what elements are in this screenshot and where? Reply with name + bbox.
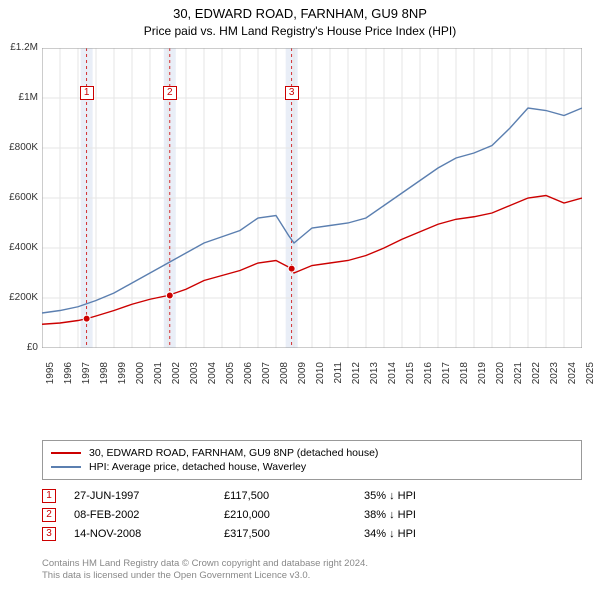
sale-marker-3-icon: 3: [42, 527, 56, 541]
x-tick-label: 2021: [513, 362, 524, 392]
sale-marker-2-icon: 2: [42, 508, 56, 522]
sale-row-3: 3 14-NOV-2008 £317,500 34% ↓ HPI: [42, 527, 582, 541]
sale-row-1: 1 27-JUN-1997 £117,500 35% ↓ HPI: [42, 489, 582, 503]
x-tick-label: 2019: [477, 362, 488, 392]
x-tick-label: 2008: [279, 362, 290, 392]
x-tick-label: 2000: [135, 362, 146, 392]
sale-date-3: 14-NOV-2008: [74, 528, 224, 540]
x-tick-label: 2005: [225, 362, 236, 392]
x-tick-label: 2010: [315, 362, 326, 392]
x-tick-label: 1995: [45, 362, 56, 392]
y-tick-label: £0: [2, 342, 38, 353]
sale-marker-1-icon: 1: [42, 489, 56, 503]
x-tick-label: 2022: [531, 362, 542, 392]
sale-delta-2: 38% ↓ HPI: [364, 509, 464, 521]
x-tick-label: 2007: [261, 362, 272, 392]
legend-swatch-hpi: [51, 466, 81, 468]
legend-swatch-address: [51, 452, 81, 454]
legend-box: 30, EDWARD ROAD, FARNHAM, GU9 8NP (detac…: [42, 440, 582, 480]
x-tick-label: 2018: [459, 362, 470, 392]
x-tick-label: 2024: [567, 362, 578, 392]
attribution-line2: This data is licensed under the Open Gov…: [42, 570, 582, 582]
x-tick-label: 2001: [153, 362, 164, 392]
x-tick-label: 2011: [333, 362, 344, 392]
x-tick-label: 1996: [63, 362, 74, 392]
x-tick-label: 2016: [423, 362, 434, 392]
y-tick-label: £200K: [2, 292, 38, 303]
legend-row-address: 30, EDWARD ROAD, FARNHAM, GU9 8NP (detac…: [51, 446, 573, 460]
sale-delta-3: 34% ↓ HPI: [364, 528, 464, 540]
attribution: Contains HM Land Registry data © Crown c…: [42, 558, 582, 583]
x-tick-label: 2006: [243, 362, 254, 392]
y-tick-label: £800K: [2, 142, 38, 153]
sale-price-2: £210,000: [224, 509, 364, 521]
x-tick-label: 2004: [207, 362, 218, 392]
line-chart: [42, 48, 582, 348]
x-tick-label: 2015: [405, 362, 416, 392]
x-tick-label: 1999: [117, 362, 128, 392]
sale-date-2: 08-FEB-2002: [74, 509, 224, 521]
sale-delta-1: 35% ↓ HPI: [364, 490, 464, 502]
chart-area: £0£200K£400K£600K£800K£1M£1.2M1995199619…: [42, 48, 582, 396]
sale-marker-3-chart-icon: 3: [285, 86, 299, 100]
x-tick-label: 2025: [585, 362, 596, 392]
x-tick-label: 2009: [297, 362, 308, 392]
chart-title-sub: Price paid vs. HM Land Registry's House …: [0, 24, 600, 38]
sale-price-1: £117,500: [224, 490, 364, 502]
chart-title-address: 30, EDWARD ROAD, FARNHAM, GU9 8NP: [0, 6, 600, 21]
x-tick-label: 2020: [495, 362, 506, 392]
x-tick-label: 1998: [99, 362, 110, 392]
legend-label-hpi: HPI: Average price, detached house, Wave…: [89, 461, 306, 473]
y-tick-label: £400K: [2, 242, 38, 253]
x-tick-label: 2013: [369, 362, 380, 392]
sale-date-1: 27-JUN-1997: [74, 490, 224, 502]
x-tick-label: 2002: [171, 362, 182, 392]
sale-marker-2-chart-icon: 2: [163, 86, 177, 100]
y-tick-label: £1M: [2, 92, 38, 103]
x-tick-label: 2017: [441, 362, 452, 392]
attribution-line1: Contains HM Land Registry data © Crown c…: [42, 558, 582, 570]
x-tick-label: 2023: [549, 362, 560, 392]
sale-price-3: £317,500: [224, 528, 364, 540]
sale-table: 1 27-JUN-1997 £117,500 35% ↓ HPI 2 08-FE…: [42, 484, 582, 546]
x-tick-label: 2014: [387, 362, 398, 392]
sale-row-2: 2 08-FEB-2002 £210,000 38% ↓ HPI: [42, 508, 582, 522]
x-tick-label: 1997: [81, 362, 92, 392]
y-tick-label: £1.2M: [2, 42, 38, 53]
x-tick-label: 2012: [351, 362, 362, 392]
x-tick-label: 2003: [189, 362, 200, 392]
y-tick-label: £600K: [2, 192, 38, 203]
legend-label-address: 30, EDWARD ROAD, FARNHAM, GU9 8NP (detac…: [89, 447, 378, 459]
legend-row-hpi: HPI: Average price, detached house, Wave…: [51, 460, 573, 474]
sale-marker-1-chart-icon: 1: [80, 86, 94, 100]
